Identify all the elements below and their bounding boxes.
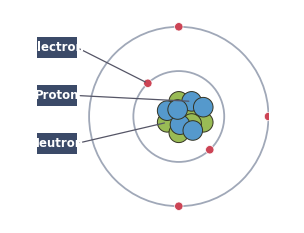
Circle shape: [169, 123, 188, 143]
Circle shape: [157, 101, 177, 120]
Circle shape: [170, 115, 190, 134]
Circle shape: [174, 202, 183, 210]
Circle shape: [169, 92, 188, 111]
Circle shape: [193, 97, 213, 117]
FancyBboxPatch shape: [37, 133, 78, 154]
FancyBboxPatch shape: [37, 37, 78, 58]
Circle shape: [168, 100, 187, 119]
Text: Proton: Proton: [35, 89, 79, 102]
Circle shape: [264, 112, 273, 121]
Circle shape: [174, 23, 183, 31]
Circle shape: [193, 113, 213, 132]
Text: Neutron: Neutron: [30, 137, 84, 150]
FancyBboxPatch shape: [37, 85, 78, 106]
Circle shape: [182, 92, 201, 111]
Circle shape: [182, 114, 201, 133]
Circle shape: [157, 113, 177, 132]
Circle shape: [181, 104, 200, 124]
Circle shape: [143, 79, 152, 87]
Circle shape: [206, 146, 214, 154]
Circle shape: [183, 121, 202, 140]
Text: Electron: Electron: [29, 41, 85, 54]
